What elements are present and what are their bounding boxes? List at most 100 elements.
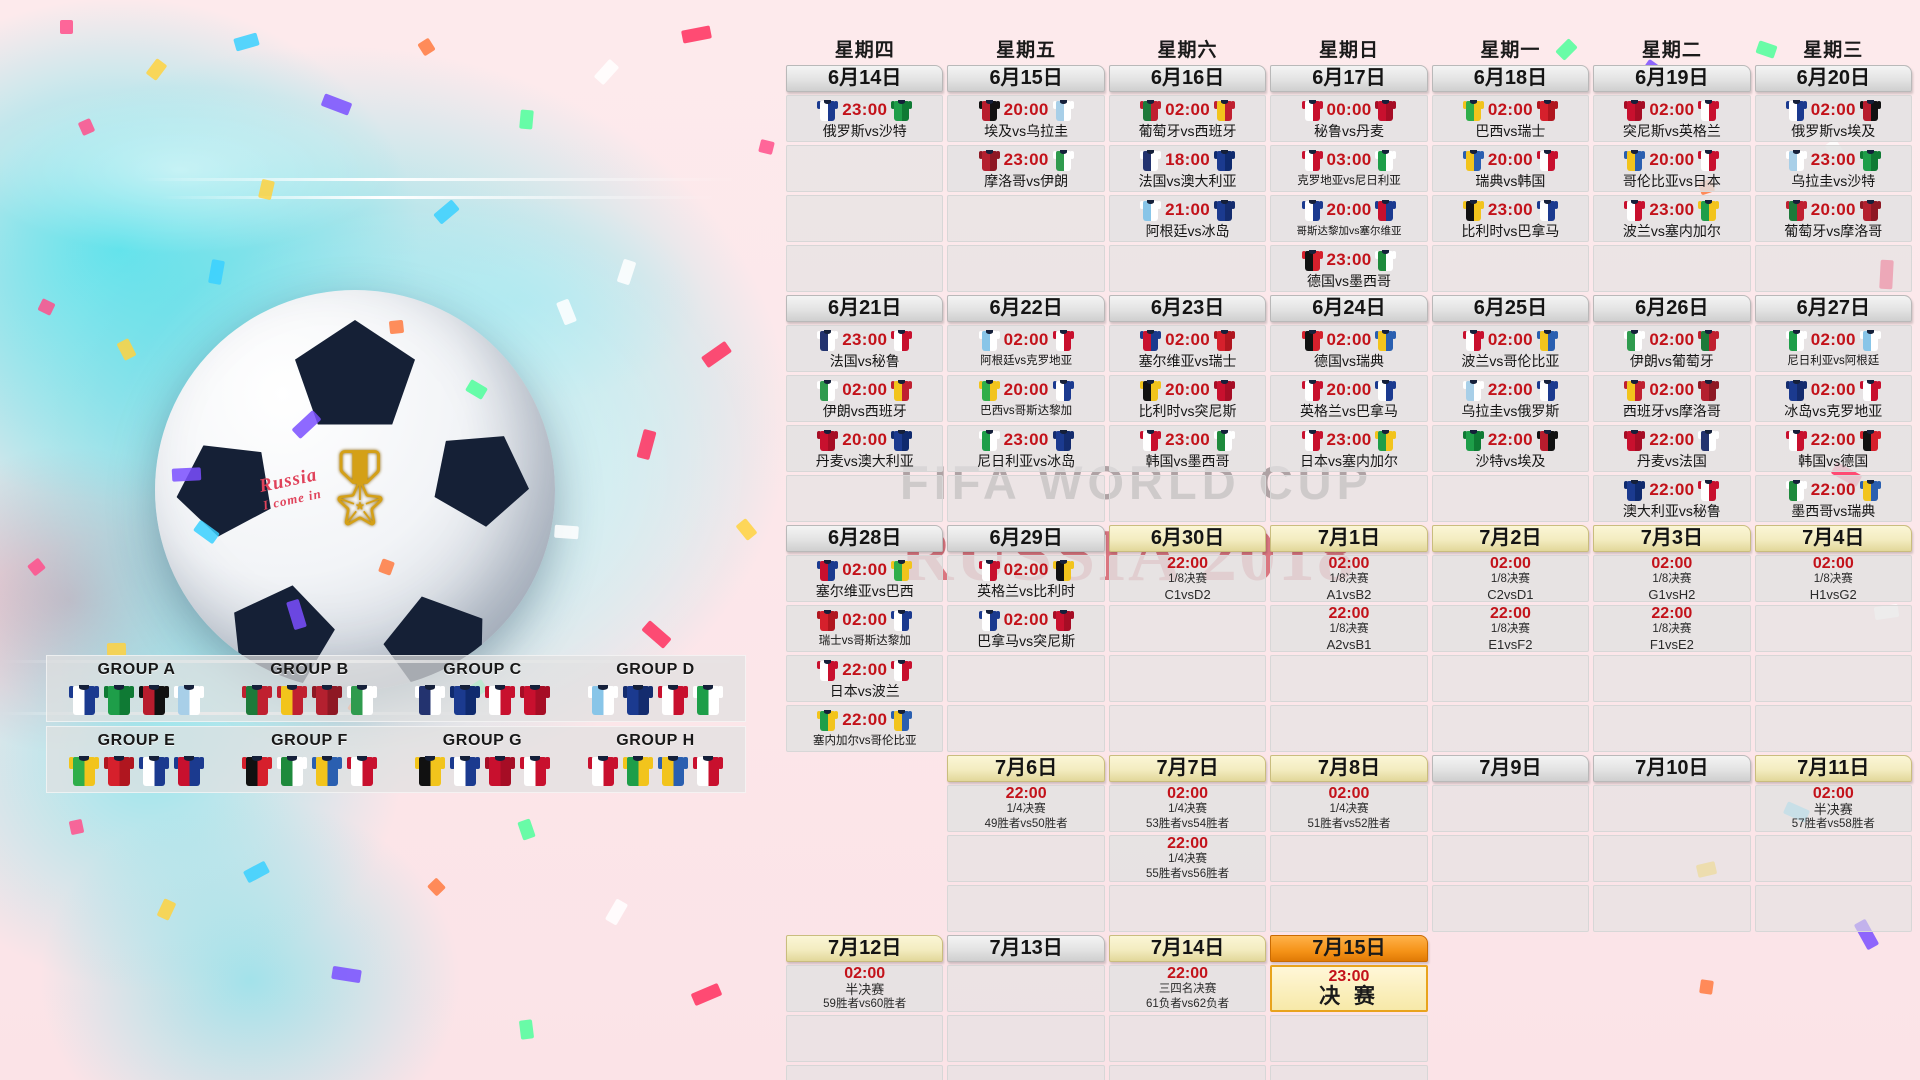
group-match-cell[interactable]: 23:00 法国vs秘鲁: [786, 325, 944, 372]
knockout-match-cell[interactable]: 02:00 1/4决赛 51胜者vs52胜者: [1270, 785, 1428, 832]
group-box-group-c[interactable]: GROUP C: [398, 660, 567, 715]
group-match-cell[interactable]: 23:00 波兰vs塞内加尔: [1593, 195, 1751, 242]
group-match-cell[interactable]: 20:00 葡萄牙vs摩洛哥: [1754, 195, 1912, 242]
group-match-cell[interactable]: 02:00 西班牙vs摩洛哥: [1593, 375, 1751, 422]
group-match-cell[interactable]: 23:00 乌拉圭vs沙特: [1754, 145, 1912, 192]
group-match-cell[interactable]: 02:00 塞尔维亚vs巴西: [786, 555, 944, 602]
group-box-group-f[interactable]: GROUP F: [225, 731, 394, 786]
group-box-group-h[interactable]: GROUP H: [571, 731, 740, 786]
day-header-7月1日[interactable]: 7月1日: [1270, 525, 1428, 552]
group-match-cell[interactable]: 22:00 丹麦vs法国: [1593, 425, 1751, 472]
group-match-cell[interactable]: 22:00 塞内加尔vs哥伦比亚: [786, 705, 944, 752]
knockout-match-cell[interactable]: 02:00 1/8决赛 H1vsG2: [1754, 555, 1912, 602]
day-header-6月29日[interactable]: 6月29日: [947, 525, 1105, 552]
day-header-6月21日[interactable]: 6月21日: [786, 295, 944, 322]
group-match-cell[interactable]: 23:00 俄罗斯vs沙特: [786, 95, 944, 142]
day-header-6月22日[interactable]: 6月22日: [947, 295, 1105, 322]
group-box-group-a[interactable]: GROUP A: [52, 660, 221, 715]
group-match-cell[interactable]: 23:00 摩洛哥vs伊朗: [947, 145, 1105, 192]
group-match-cell[interactable]: 22:00 沙特vs埃及: [1431, 425, 1590, 472]
group-match-cell[interactable]: 02:00 巴拿马vs突尼斯: [947, 605, 1105, 652]
group-match-cell[interactable]: 23:00 尼日利亚vs冰岛: [947, 425, 1105, 472]
day-header-7月6日[interactable]: 7月6日: [947, 755, 1105, 782]
day-header-6月27日[interactable]: 6月27日: [1754, 295, 1912, 322]
day-header-7月8日[interactable]: 7月8日: [1270, 755, 1428, 782]
day-header-6月18日[interactable]: 6月18日: [1431, 65, 1590, 92]
group-match-cell[interactable]: 20:00 哥伦比亚vs日本: [1593, 145, 1751, 192]
knockout-match-cell[interactable]: 22:00 1/8决赛 F1vsE2: [1593, 605, 1751, 652]
day-header-6月23日[interactable]: 6月23日: [1108, 295, 1267, 322]
group-match-cell[interactable]: 02:00 突尼斯vs英格兰: [1593, 95, 1751, 142]
day-header-7月10日[interactable]: 7月10日: [1593, 755, 1751, 782]
group-match-cell[interactable]: 02:00 伊朗vs葡萄牙: [1593, 325, 1751, 372]
knockout-match-cell[interactable]: 02:00 半决赛 57胜者vs58胜者: [1754, 785, 1912, 832]
day-header-6月30日[interactable]: 6月30日: [1108, 525, 1267, 552]
day-header-7月9日[interactable]: 7月9日: [1431, 755, 1590, 782]
group-match-cell[interactable]: 20:00 瑞典vs韩国: [1431, 145, 1590, 192]
knockout-match-cell[interactable]: 02:00 半决赛 59胜者vs60胜者: [786, 965, 944, 1012]
day-header-7月12日[interactable]: 7月12日: [786, 935, 944, 962]
group-match-cell[interactable]: 22:00 墨西哥vs瑞典: [1754, 475, 1912, 522]
day-header-7月7日[interactable]: 7月7日: [1108, 755, 1267, 782]
day-header-6月17日[interactable]: 6月17日: [1270, 65, 1428, 92]
day-header-7月4日[interactable]: 7月4日: [1754, 525, 1912, 552]
group-match-cell[interactable]: 22:00 日本vs波兰: [786, 655, 944, 702]
group-match-cell[interactable]: 03:00 克罗地亚vs尼日利亚: [1270, 145, 1428, 192]
group-match-cell[interactable]: 22:00 乌拉圭vs俄罗斯: [1431, 375, 1590, 422]
group-box-group-d[interactable]: GROUP D: [571, 660, 740, 715]
group-match-cell[interactable]: 02:00 塞尔维亚vs瑞士: [1108, 325, 1267, 372]
day-header-7月2日[interactable]: 7月2日: [1431, 525, 1590, 552]
group-box-group-e[interactable]: GROUP E: [52, 731, 221, 786]
group-match-cell[interactable]: 18:00 法国vs澳大利亚: [1108, 145, 1267, 192]
knockout-match-cell[interactable]: 22:00 1/8决赛 C1vsD2: [1108, 555, 1267, 602]
group-match-cell[interactable]: 20:00 埃及vs乌拉圭: [947, 95, 1105, 142]
group-match-cell[interactable]: 02:00 巴西vs瑞士: [1431, 95, 1590, 142]
day-header-6月14日[interactable]: 6月14日: [786, 65, 944, 92]
group-match-cell[interactable]: 02:00 波兰vs哥伦比亚: [1431, 325, 1590, 372]
group-match-cell[interactable]: 23:00 比利时vs巴拿马: [1431, 195, 1590, 242]
day-header-7月13日[interactable]: 7月13日: [947, 935, 1105, 962]
group-match-cell[interactable]: 20:00 比利时vs突尼斯: [1108, 375, 1267, 422]
knockout-match-cell[interactable]: 02:00 1/8决赛 G1vsH2: [1593, 555, 1751, 602]
knockout-match-cell[interactable]: 02:00 1/8决赛 C2vsD1: [1431, 555, 1590, 602]
group-match-cell[interactable]: 22:00 韩国vs德国: [1754, 425, 1912, 472]
group-match-cell[interactable]: 21:00 阿根廷vs冰岛: [1108, 195, 1267, 242]
group-box-group-g[interactable]: GROUP G: [398, 731, 567, 786]
group-match-cell[interactable]: 22:00 澳大利亚vs秘鲁: [1593, 475, 1751, 522]
day-header-7月15日[interactable]: 7月15日: [1270, 935, 1428, 962]
day-header-6月26日[interactable]: 6月26日: [1593, 295, 1751, 322]
group-match-cell[interactable]: 02:00 冰岛vs克罗地亚: [1754, 375, 1912, 422]
day-header-6月20日[interactable]: 6月20日: [1754, 65, 1912, 92]
day-header-6月19日[interactable]: 6月19日: [1593, 65, 1751, 92]
group-match-cell[interactable]: 02:00 英格兰vs比利时: [947, 555, 1105, 602]
knockout-match-cell[interactable]: 22:00 1/4决赛 49胜者vs50胜者: [947, 785, 1105, 832]
group-match-cell[interactable]: 02:00 葡萄牙vs西班牙: [1108, 95, 1267, 142]
group-box-group-b[interactable]: GROUP B: [225, 660, 394, 715]
group-match-cell[interactable]: 23:00 德国vs墨西哥: [1270, 245, 1428, 292]
group-match-cell[interactable]: 00:00 秘鲁vs丹麦: [1270, 95, 1428, 142]
knockout-match-cell[interactable]: 22:00 1/4决赛 55胜者vs56胜者: [1108, 835, 1267, 882]
knockout-match-cell[interactable]: 02:00 1/8决赛 A1vsB2: [1270, 555, 1428, 602]
group-match-cell[interactable]: 02:00 瑞士vs哥斯达黎加: [786, 605, 944, 652]
group-match-cell[interactable]: 02:00 伊朗vs西班牙: [786, 375, 944, 422]
day-header-7月11日[interactable]: 7月11日: [1754, 755, 1912, 782]
knockout-match-cell[interactable]: 22:00 1/8决赛 E1vsF2: [1431, 605, 1590, 652]
day-header-7月3日[interactable]: 7月3日: [1593, 525, 1751, 552]
group-match-cell[interactable]: 20:00 巴西vs哥斯达黎加: [947, 375, 1105, 422]
group-match-cell[interactable]: 20:00 哥斯达黎加vs塞尔维亚: [1270, 195, 1428, 242]
group-match-cell[interactable]: 02:00 阿根廷vs克罗地亚: [947, 325, 1105, 372]
day-header-7月14日[interactable]: 7月14日: [1108, 935, 1267, 962]
day-header-6月16日[interactable]: 6月16日: [1108, 65, 1267, 92]
day-header-6月15日[interactable]: 6月15日: [947, 65, 1105, 92]
day-header-6月24日[interactable]: 6月24日: [1270, 295, 1428, 322]
day-header-6月28日[interactable]: 6月28日: [786, 525, 944, 552]
final-match-cell[interactable]: 23:00 决 赛: [1270, 965, 1428, 1012]
group-match-cell[interactable]: 02:00 俄罗斯vs埃及: [1754, 95, 1912, 142]
knockout-match-cell[interactable]: 22:00 1/8决赛 A2vsB1: [1270, 605, 1428, 652]
group-match-cell[interactable]: 02:00 尼日利亚vs阿根廷: [1754, 325, 1912, 372]
day-header-6月25日[interactable]: 6月25日: [1431, 295, 1590, 322]
group-match-cell[interactable]: 23:00 韩国vs墨西哥: [1108, 425, 1267, 472]
group-match-cell[interactable]: 20:00 英格兰vs巴拿马: [1270, 375, 1428, 422]
knockout-match-cell[interactable]: 22:00 三四名决赛 61负者vs62负者: [1108, 965, 1267, 1012]
group-match-cell[interactable]: 20:00 丹麦vs澳大利亚: [786, 425, 944, 472]
